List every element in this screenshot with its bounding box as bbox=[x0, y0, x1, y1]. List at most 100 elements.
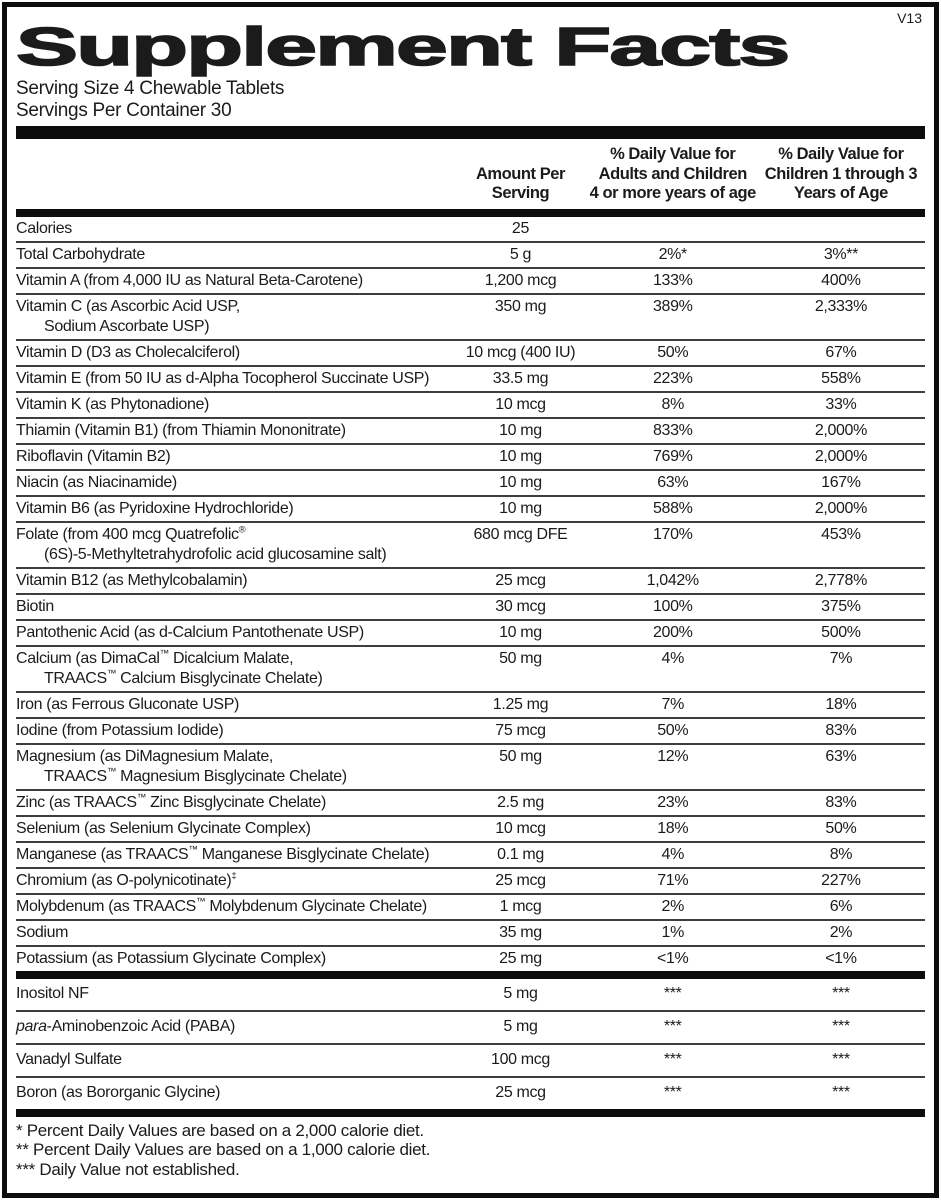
column-header-blank bbox=[16, 139, 452, 209]
footnotes: * Percent Daily Values are based on a 2,… bbox=[16, 1117, 925, 1180]
header-divider-bar bbox=[16, 126, 925, 139]
amount-per-serving: 10 mg bbox=[452, 416, 589, 444]
table-row: Calories 25 bbox=[16, 217, 925, 242]
servings-per-container: Servings Per Container 30 bbox=[16, 99, 232, 121]
daily-value-adults: 170% bbox=[588, 520, 757, 568]
table-row: Manganese (as TRAACS™ Manganese Bisglyci… bbox=[16, 840, 925, 868]
amount-per-serving: 680 mcg DFE bbox=[452, 520, 589, 568]
nutrient-name: Pantothenic Acid (as d-Calcium Pantothen… bbox=[16, 618, 453, 646]
daily-value-adults: 833% bbox=[588, 416, 757, 444]
section-divider-bar-fill bbox=[16, 970, 925, 979]
amount-per-serving: 25 bbox=[511, 219, 530, 237]
daily-value-children: 400% bbox=[756, 266, 925, 294]
table-row: Vitamin B12 (as Methylcobalamin) 25 mcg 1,… bbox=[16, 566, 925, 594]
daily-value-adults: 100% bbox=[588, 592, 757, 620]
table-row: Zinc (as TRAACS™ Zinc Bisglycinate Chela… bbox=[16, 788, 925, 816]
amount-per-serving: 0.1 mg bbox=[452, 840, 589, 868]
footnote-triple-asterisk: *** Daily Value not established. bbox=[16, 1159, 240, 1179]
nutrient-name: Vitamin A (from 4,000 IU as Natural Beta… bbox=[16, 266, 453, 294]
daily-value-adults: 2% bbox=[588, 892, 757, 920]
daily-value-adults: *** bbox=[588, 1009, 757, 1044]
daily-value-adults: *** bbox=[588, 1042, 757, 1077]
daily-value-children: 3%** bbox=[756, 240, 925, 268]
amount-per-serving: 10 mcg bbox=[452, 390, 589, 418]
footnote-single-asterisk: * Percent Daily Values are based on a 2,… bbox=[16, 1120, 424, 1140]
amount-per-serving: 35 mg bbox=[452, 918, 589, 946]
daily-value-adults: 1% bbox=[588, 918, 757, 946]
table-row: Vitamin D (D3 as Cholecalciferol) 10 mcg … bbox=[16, 338, 925, 366]
header-line: Serving bbox=[491, 184, 550, 202]
nutrient-name: Total Carbohydrate bbox=[16, 240, 453, 268]
amount-per-serving: 1.25 mg bbox=[452, 690, 589, 718]
nutrient-name-line2: (6S)-5-Methyltetrahydrofolic acid glucos… bbox=[44, 545, 387, 563]
daily-value-adults: 588% bbox=[588, 494, 757, 522]
nutrient-name: Vitamin K (as Phytonadione) bbox=[16, 390, 453, 418]
daily-value-adults: 63% bbox=[588, 468, 757, 496]
amount-per-serving: 25 mg bbox=[452, 944, 589, 971]
section-divider-bar bbox=[16, 1108, 925, 1117]
daily-value-children: *** bbox=[756, 1075, 925, 1109]
daily-value-adults: 769% bbox=[588, 442, 757, 470]
nutrient-name: para-Aminobenzoic Acid (PABA) bbox=[16, 1009, 453, 1044]
nutrient-name: Vitamin B6 (as Pyridoxine Hydrochloride) bbox=[16, 494, 453, 522]
daily-value-children: 453% bbox=[756, 520, 925, 568]
nutrient-name: Molybdenum (as TRAACS™ Molybdenum Glycin… bbox=[16, 892, 453, 920]
nutrient-name: Boron (as Bororganic Glycine) bbox=[16, 1075, 453, 1109]
nutrient-name: Folate (from 400 mcg Quatrefolic® (6S)-5-… bbox=[16, 520, 453, 568]
amount-per-serving: 10 mcg bbox=[452, 814, 589, 842]
table-row: para-Aminobenzoic Acid (PABA) 5 mg *** *** bbox=[16, 1009, 925, 1044]
daily-value-children: 33% bbox=[756, 390, 925, 418]
daily-value-adults: *** bbox=[663, 984, 682, 1002]
table-row: Vitamin A (from 4,000 IU as Natural Beta… bbox=[16, 266, 925, 294]
daily-value-children: 83% bbox=[756, 788, 925, 816]
facts-table-body: Calories 25 Total Carbohydrate 5 g 2%* 3%** Vi… bbox=[16, 208, 925, 1117]
nutrient-name: Vitamin D (D3 as Cholecalciferol) bbox=[16, 338, 453, 366]
amount-per-serving: 1,200 mcg bbox=[452, 266, 589, 294]
table-row: Magnesium (as DiMagnesium Malate, TRAACS™… bbox=[16, 742, 925, 790]
table-row: Vitamin E (from 50 IU as d-Alpha Tocophe… bbox=[16, 364, 925, 392]
daily-value-children: <1% bbox=[756, 944, 925, 971]
table-row: Niacin (as Niacinamide) 10 mg 63% 167% bbox=[16, 468, 925, 496]
daily-value-adults: 200% bbox=[588, 618, 757, 646]
nutrient-name-line2: TRAACS™ Magnesium Bisglycinate Chelate) bbox=[44, 766, 347, 785]
facts-table: Amount Per Serving % Daily Value for Adu… bbox=[16, 139, 925, 1117]
amount-per-serving: 1 mcg bbox=[452, 892, 589, 920]
nutrient-name: Vitamin C (as Ascorbic Acid USP, Sodium A… bbox=[16, 292, 453, 340]
daily-value-adults: 50% bbox=[588, 716, 757, 744]
table-row: Sodium 35 mg 1% 2% bbox=[16, 918, 925, 946]
nutrient-name: Calcium (as DimaCal™ Dicalcium Malate, TR… bbox=[16, 644, 453, 692]
daily-value-children: 2,333% bbox=[756, 292, 925, 340]
daily-value-children: 7% bbox=[756, 644, 925, 692]
amount-per-serving: 10 mg bbox=[452, 618, 589, 646]
column-header-dv-adults: % Daily Value for Adults and Children 4 … bbox=[589, 139, 757, 209]
table-row: Total Carbohydrate 5 g 2%* 3%** bbox=[16, 240, 925, 268]
nutrient-name-line2: Sodium Ascorbate USP) bbox=[44, 317, 210, 335]
header-line: 4 or more years of age bbox=[589, 184, 757, 202]
daily-value-adults: 12% bbox=[588, 742, 757, 790]
table-row: Biotin 30 mcg 100% 375% bbox=[16, 592, 925, 620]
nutrient-name: Sodium bbox=[16, 918, 453, 946]
table-row: Selenium (as Selenium Glycinate Complex)… bbox=[16, 814, 925, 842]
amount-per-serving: 25 mcg bbox=[452, 1075, 589, 1109]
daily-value-children: 67% bbox=[756, 338, 925, 366]
section-divider-bar bbox=[16, 208, 925, 217]
amount-per-serving: 5 mg bbox=[503, 984, 538, 1002]
nutrient-name: Zinc (as TRAACS™ Zinc Bisglycinate Chela… bbox=[16, 788, 453, 816]
table-header-row: Amount Per Serving % Daily Value for Adu… bbox=[16, 139, 925, 209]
amount-per-serving: 2.5 mg bbox=[452, 788, 589, 816]
amount-per-serving: 25 mcg bbox=[452, 566, 589, 594]
table-row: Iron (as Ferrous Gluconate USP) 1.25 mg 7%… bbox=[16, 690, 925, 718]
nutrient-name: Iodine (from Potassium Iodide) bbox=[16, 716, 453, 744]
table-row: Boron (as Bororganic Glycine) 25 mcg *** **… bbox=[16, 1075, 925, 1109]
nutrient-name: Niacin (as Niacinamide) bbox=[16, 468, 453, 496]
nutrient-name: Riboflavin (Vitamin B2) bbox=[16, 442, 453, 470]
daily-value-adults: 389% bbox=[588, 292, 757, 340]
amount-per-serving: 5 mg bbox=[452, 1009, 589, 1044]
daily-value-adults: <1% bbox=[588, 944, 757, 971]
nutrient-name: Inositol NF bbox=[16, 984, 89, 1002]
nutrient-name: Potassium (as Potassium Glycinate Comple… bbox=[16, 944, 453, 971]
nutrient-name-line2: TRAACS™ Calcium Bisglycinate Chelate) bbox=[44, 668, 323, 687]
amount-per-serving: 350 mg bbox=[452, 292, 589, 340]
